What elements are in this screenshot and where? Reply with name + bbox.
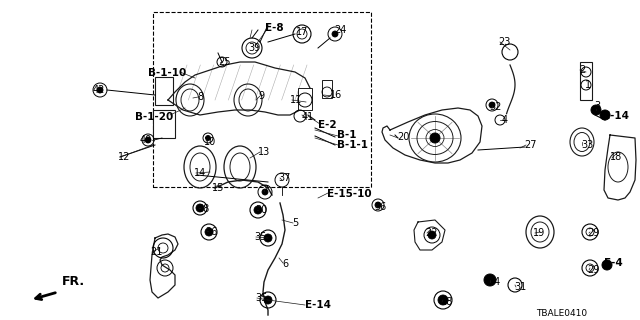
Polygon shape bbox=[168, 62, 310, 115]
Text: B-1-1: B-1-1 bbox=[337, 140, 368, 150]
Circle shape bbox=[591, 105, 601, 115]
Text: 18: 18 bbox=[610, 152, 622, 162]
Polygon shape bbox=[604, 135, 636, 200]
Text: 24: 24 bbox=[334, 25, 346, 35]
Circle shape bbox=[375, 202, 381, 208]
Text: 35: 35 bbox=[254, 232, 266, 242]
Circle shape bbox=[205, 135, 211, 140]
Polygon shape bbox=[414, 220, 445, 250]
Text: 9: 9 bbox=[258, 91, 264, 101]
Text: 35: 35 bbox=[255, 293, 268, 303]
Text: 31: 31 bbox=[514, 282, 526, 292]
Circle shape bbox=[484, 274, 496, 286]
Bar bbox=[153, 12, 371, 187]
Bar bbox=[580, 62, 592, 100]
Text: 4: 4 bbox=[502, 115, 508, 125]
Text: 37: 37 bbox=[278, 173, 291, 183]
Text: 12: 12 bbox=[118, 152, 131, 162]
Text: B-1-10: B-1-10 bbox=[148, 68, 186, 78]
Text: B-1-20: B-1-20 bbox=[135, 112, 173, 122]
Circle shape bbox=[205, 228, 213, 236]
Text: FR.: FR. bbox=[62, 275, 85, 288]
Text: 30: 30 bbox=[255, 205, 268, 215]
Text: E-8: E-8 bbox=[265, 23, 284, 33]
Text: 28: 28 bbox=[440, 297, 452, 307]
Text: B-1: B-1 bbox=[337, 130, 356, 140]
Circle shape bbox=[602, 260, 612, 270]
Text: 21: 21 bbox=[150, 247, 163, 257]
Text: 38: 38 bbox=[197, 204, 209, 214]
Text: 25: 25 bbox=[218, 57, 230, 67]
Bar bbox=[322, 80, 332, 98]
Text: 26: 26 bbox=[205, 227, 218, 237]
Text: 11: 11 bbox=[290, 95, 302, 105]
Text: 41: 41 bbox=[302, 112, 314, 122]
Text: 32: 32 bbox=[489, 102, 501, 112]
Bar bbox=[153, 110, 175, 138]
Circle shape bbox=[264, 234, 272, 242]
Bar bbox=[298, 88, 312, 110]
Text: 10: 10 bbox=[204, 137, 216, 147]
Text: 6: 6 bbox=[282, 259, 288, 269]
Circle shape bbox=[489, 102, 495, 108]
Text: 36: 36 bbox=[374, 202, 387, 212]
Text: 2: 2 bbox=[579, 65, 585, 75]
Circle shape bbox=[600, 110, 610, 120]
Text: 40: 40 bbox=[140, 135, 152, 145]
Text: E-14: E-14 bbox=[603, 111, 629, 121]
Text: E-14: E-14 bbox=[305, 300, 331, 310]
Circle shape bbox=[254, 206, 262, 214]
Text: 29: 29 bbox=[587, 265, 600, 275]
Circle shape bbox=[145, 137, 151, 143]
Text: 8: 8 bbox=[197, 92, 203, 102]
Circle shape bbox=[262, 189, 268, 195]
Text: 5: 5 bbox=[292, 218, 298, 228]
Text: 14: 14 bbox=[194, 168, 206, 178]
Text: 16: 16 bbox=[330, 90, 342, 100]
Text: 13: 13 bbox=[258, 147, 270, 157]
Circle shape bbox=[196, 204, 204, 212]
Text: TBALE0410: TBALE0410 bbox=[536, 308, 587, 317]
Text: 17: 17 bbox=[296, 27, 308, 37]
Text: E-15-10: E-15-10 bbox=[327, 189, 372, 199]
Circle shape bbox=[428, 231, 436, 239]
Text: 42: 42 bbox=[93, 85, 106, 95]
Text: 23: 23 bbox=[498, 37, 510, 47]
Polygon shape bbox=[150, 234, 178, 298]
Circle shape bbox=[97, 87, 103, 93]
Text: 27: 27 bbox=[524, 140, 536, 150]
Text: E-4: E-4 bbox=[604, 258, 623, 268]
Text: 15: 15 bbox=[212, 183, 225, 193]
Text: 39: 39 bbox=[248, 43, 260, 53]
Circle shape bbox=[332, 31, 338, 37]
Text: 33: 33 bbox=[581, 140, 593, 150]
Text: 29: 29 bbox=[587, 228, 600, 238]
Polygon shape bbox=[382, 108, 482, 163]
Text: E-2: E-2 bbox=[318, 120, 337, 130]
Bar bbox=[155, 77, 173, 105]
Text: 22: 22 bbox=[425, 228, 438, 238]
Text: 34: 34 bbox=[488, 277, 500, 287]
Circle shape bbox=[430, 133, 440, 143]
Text: 1: 1 bbox=[585, 80, 591, 90]
Text: 7: 7 bbox=[262, 185, 268, 195]
Circle shape bbox=[438, 295, 448, 305]
Text: 3: 3 bbox=[594, 101, 600, 111]
Circle shape bbox=[264, 296, 272, 304]
Text: 20: 20 bbox=[397, 132, 410, 142]
Text: 19: 19 bbox=[533, 228, 545, 238]
